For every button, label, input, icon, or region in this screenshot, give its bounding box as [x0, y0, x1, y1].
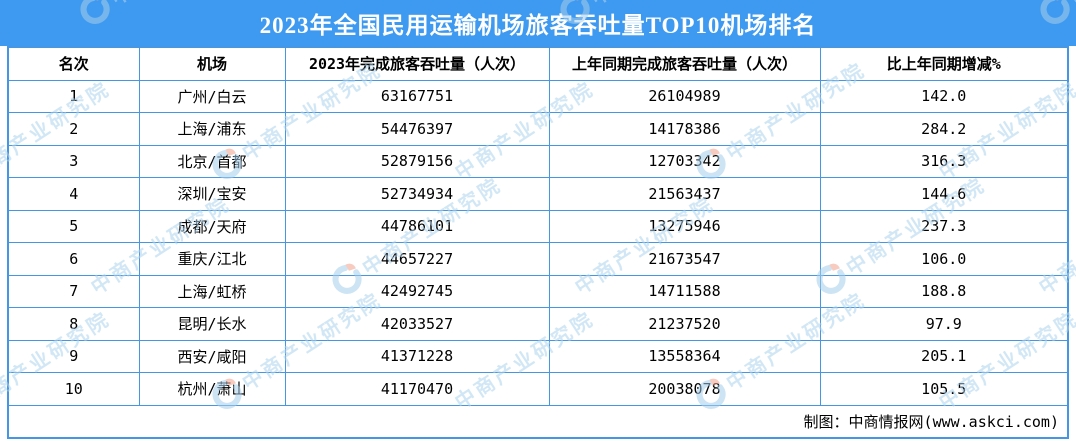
cell-airport: 重庆/江北 — [138, 242, 286, 276]
table-row-4: 4 深圳/宝安 52734934 21563437 144.6 — [7, 177, 1069, 211]
cell-throughput-prev: 13558364 — [548, 339, 821, 373]
table-row-10: 10 杭州/萧山 41170470 20038078 105.5 — [7, 372, 1069, 406]
credit-text: 制图：中商情报网(www.askci.com) — [803, 412, 1059, 431]
cell-rank: 6 — [7, 242, 140, 276]
cell-airport: 广州/白云 — [138, 79, 286, 113]
cell-rank: 9 — [7, 339, 140, 373]
table-row-5: 5 成都/天府 44786101 13275946 237.3 — [7, 209, 1069, 243]
cell-throughput-2023: 44657227 — [284, 242, 550, 276]
cell-throughput-2023: 54476397 — [284, 112, 550, 146]
cell-rank: 4 — [7, 177, 140, 211]
cell-throughput-2023: 42033527 — [284, 307, 550, 341]
cell-rank: 10 — [7, 372, 140, 406]
cell-change-pct: 188.8 — [819, 274, 1069, 308]
cell-airport: 深圳/宝安 — [138, 177, 286, 211]
table-row-7: 7 上海/虹桥 42492745 14711588 188.8 — [7, 274, 1069, 308]
cell-rank: 1 — [7, 79, 140, 113]
cell-change-pct: 144.6 — [819, 177, 1069, 211]
column-header-change-pct: 比上年同期增减% — [819, 46, 1069, 81]
cell-change-pct: 105.5 — [819, 372, 1069, 406]
table-row-2: 2 上海/浦东 54476397 14178386 284.2 — [7, 112, 1069, 146]
cell-throughput-prev: 12703342 — [548, 144, 821, 178]
cell-throughput-2023: 41371228 — [284, 339, 550, 373]
cell-throughput-prev: 21563437 — [548, 177, 821, 211]
table-row-3: 3 北京/首都 52879156 12703342 316.3 — [7, 144, 1069, 178]
cell-change-pct: 97.9 — [819, 307, 1069, 341]
cell-throughput-prev: 26104989 — [548, 79, 821, 113]
cell-airport: 上海/浦东 — [138, 112, 286, 146]
cell-throughput-2023: 42492745 — [284, 274, 550, 308]
cell-throughput-prev: 14178386 — [548, 112, 821, 146]
cell-throughput-prev: 13275946 — [548, 209, 821, 243]
cell-throughput-prev: 20038078 — [548, 372, 821, 406]
cell-airport: 北京/首都 — [138, 144, 286, 178]
cell-airport: 杭州/萧山 — [138, 372, 286, 406]
cell-throughput-2023: 52734934 — [284, 177, 550, 211]
cell-change-pct: 142.0 — [819, 79, 1069, 113]
cell-throughput-prev: 14711588 — [548, 274, 821, 308]
cell-throughput-prev: 21237520 — [548, 307, 821, 341]
column-header-throughput-2023: 2023年完成旅客吞吐量（人次） — [284, 46, 550, 81]
cell-change-pct: 237.3 — [819, 209, 1069, 243]
table-row-1: 1 广州/白云 63167751 26104989 142.0 — [7, 79, 1069, 113]
table-row-8: 8 昆明/长水 42033527 21237520 97.9 — [7, 307, 1069, 341]
column-header-rank: 名次 — [7, 46, 140, 81]
cell-change-pct: 205.1 — [819, 339, 1069, 373]
column-header-throughput-prev: 上年同期完成旅客吞吐量（人次） — [548, 46, 821, 81]
cell-airport: 成都/天府 — [138, 209, 286, 243]
cell-change-pct: 106.0 — [819, 242, 1069, 276]
cell-rank: 7 — [7, 274, 140, 308]
column-header-airport: 机场 — [138, 46, 286, 81]
cell-throughput-prev: 21673547 — [548, 242, 821, 276]
header-row: 名次 机场 2023年完成旅客吞吐量（人次） 上年同期完成旅客吞吐量（人次） 比上年同期… — [7, 46, 1069, 81]
page-title: 2023年全国民用运输机场旅客吞吐量TOP10机场排名 — [259, 13, 817, 38]
credit-cell: 制图：中商情报网(www.askci.com) — [7, 404, 1069, 439]
cell-airport: 昆明/长水 — [138, 307, 286, 341]
cell-airport: 上海/虹桥 — [138, 274, 286, 308]
table-row-6: 6 重庆/江北 44657227 21673547 106.0 — [7, 242, 1069, 276]
cell-airport: 西安/咸阳 — [138, 339, 286, 373]
cell-change-pct: 316.3 — [819, 144, 1069, 178]
table-body: 1 广州/白云 63167751 26104989 142.0 2 上海/浦东 5447639… — [7, 79, 1069, 406]
table-row-9: 9 西安/咸阳 41371228 13558364 205.1 — [7, 339, 1069, 373]
ranking-table: 名次 机场 2023年完成旅客吞吐量（人次） 上年同期完成旅客吞吐量（人次） 比上年同期… — [7, 46, 1069, 439]
cell-change-pct: 284.2 — [819, 112, 1069, 146]
footer-row: 制图：中商情报网(www.askci.com) — [7, 404, 1069, 439]
cell-rank: 3 — [7, 144, 140, 178]
cell-rank: 2 — [7, 112, 140, 146]
cell-throughput-2023: 41170470 — [284, 372, 550, 406]
cell-rank: 8 — [7, 307, 140, 341]
cell-throughput-2023: 44786101 — [284, 209, 550, 243]
cell-throughput-2023: 52879156 — [284, 144, 550, 178]
cell-rank: 5 — [7, 209, 140, 243]
title-bar: 2023年全国民用运输机场旅客吞吐量TOP10机场排名 — [0, 0, 1076, 46]
cell-throughput-2023: 63167751 — [284, 79, 550, 113]
